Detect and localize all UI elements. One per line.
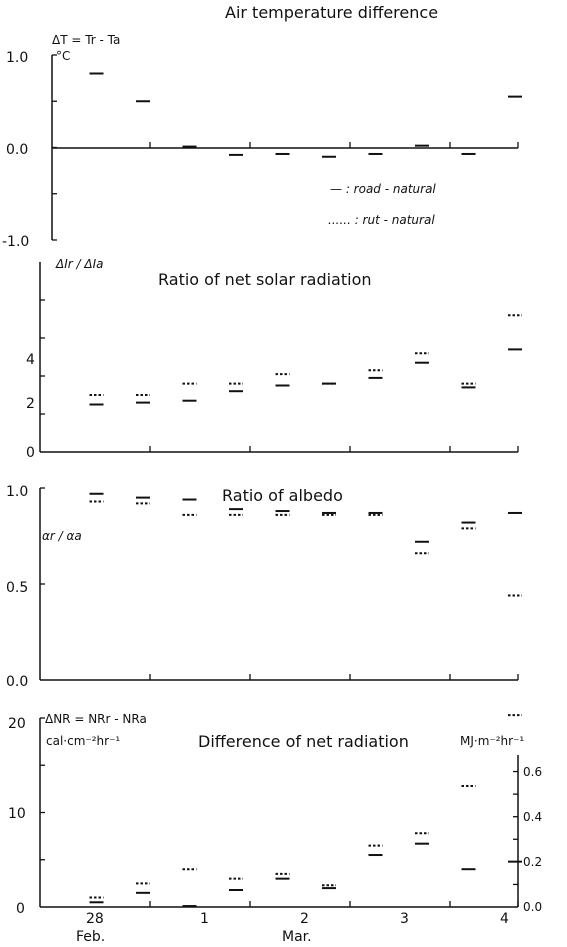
x-day-2: 2: [300, 911, 309, 927]
panel2-xticks: [149, 446, 519, 452]
panel2-marks: [89, 314, 522, 406]
panel2-ytick-2: 2: [26, 396, 35, 412]
panel4-ytick-right-00: 0.0: [523, 900, 542, 914]
panel-net-radiation: 20 10 0 ΔNR = NRr - NRa cal·cm⁻²hr⁻¹ Dif…: [8, 712, 542, 917]
panel2-ytick-0: 0: [26, 445, 35, 461]
x-month-feb: Feb.: [76, 929, 105, 945]
x-day-4: 4: [500, 911, 509, 927]
panel2-ylabel: ΔIr / ΔIa: [55, 257, 103, 271]
panel1-title: Air temperature difference: [225, 3, 438, 22]
panel1-xticks: [149, 142, 519, 148]
x-month-mar: Mar.: [282, 929, 312, 945]
x-axis-labels: 28 1 2 3 4 Feb. Mar.: [76, 911, 509, 945]
panel1-ytick-top: 1.0: [6, 50, 28, 66]
panel4-yticks: [40, 717, 518, 886]
panel1-ylabel: ΔT = Tr - Ta: [52, 33, 120, 47]
panel3-ytick-top: 1.0: [6, 484, 28, 500]
panel4-ytick-20: 20: [8, 716, 26, 732]
panel1-ytick-bottom: -1.0: [2, 234, 29, 250]
panel4-ytick-right-06: 0.6: [523, 765, 542, 779]
panel-albedo: 1.0 0.5 0.0 Ratio of albedo αr / αa: [6, 484, 522, 690]
panel1-yticks: [52, 54, 57, 241]
panel4-marks: [89, 714, 522, 908]
panel1-yunit: °C: [56, 49, 70, 63]
panel4-ytick-right-04: 0.4: [523, 810, 542, 824]
panel4-yunit-right: MJ·m⁻²hr⁻¹: [460, 734, 524, 748]
panel4-yunit-left: cal·cm⁻²hr⁻¹: [46, 734, 120, 748]
panel1-ytick-mid: 0.0: [6, 142, 28, 158]
panel4-title: Difference of net radiation: [198, 732, 409, 751]
panel4-ytick-0: 0: [16, 901, 25, 917]
panel3-marks: [89, 492, 522, 597]
panel4-ytick-right-02: 0.2: [523, 855, 542, 869]
panel2-ytick-4: 4: [26, 352, 35, 368]
panel3-ytick-bottom: 0.0: [6, 674, 28, 690]
panel2-yticks: [40, 299, 45, 415]
panel3-xticks: [149, 674, 519, 680]
x-day-1: 1: [200, 911, 209, 927]
panel3-title: Ratio of albedo: [222, 486, 343, 505]
panel4-xticks: [149, 901, 519, 907]
legend-road-natural: — : road - natural: [330, 182, 436, 196]
panel4-ytick-10: 10: [8, 806, 26, 822]
panel3-ylabel: αr / αa: [42, 529, 82, 543]
x-day-28: 28: [86, 911, 104, 927]
panel3-ytick-mid: 0.5: [6, 580, 28, 596]
x-day-3: 3: [400, 911, 409, 927]
panel-net-solar: ΔIr / ΔIa Ratio of net solar radiation 4…: [26, 257, 522, 461]
panel4-ylabel: ΔNR = NRr - NRa: [45, 712, 147, 726]
panel2-title: Ratio of net solar radiation: [158, 270, 372, 289]
panel1-marks: [89, 72, 522, 158]
panel3-yticks: [40, 487, 45, 585]
panel-air-temperature: Air temperature difference ΔT = Tr - Ta …: [2, 3, 522, 250]
legend-rut-natural: ...... : rut - natural: [328, 213, 435, 227]
